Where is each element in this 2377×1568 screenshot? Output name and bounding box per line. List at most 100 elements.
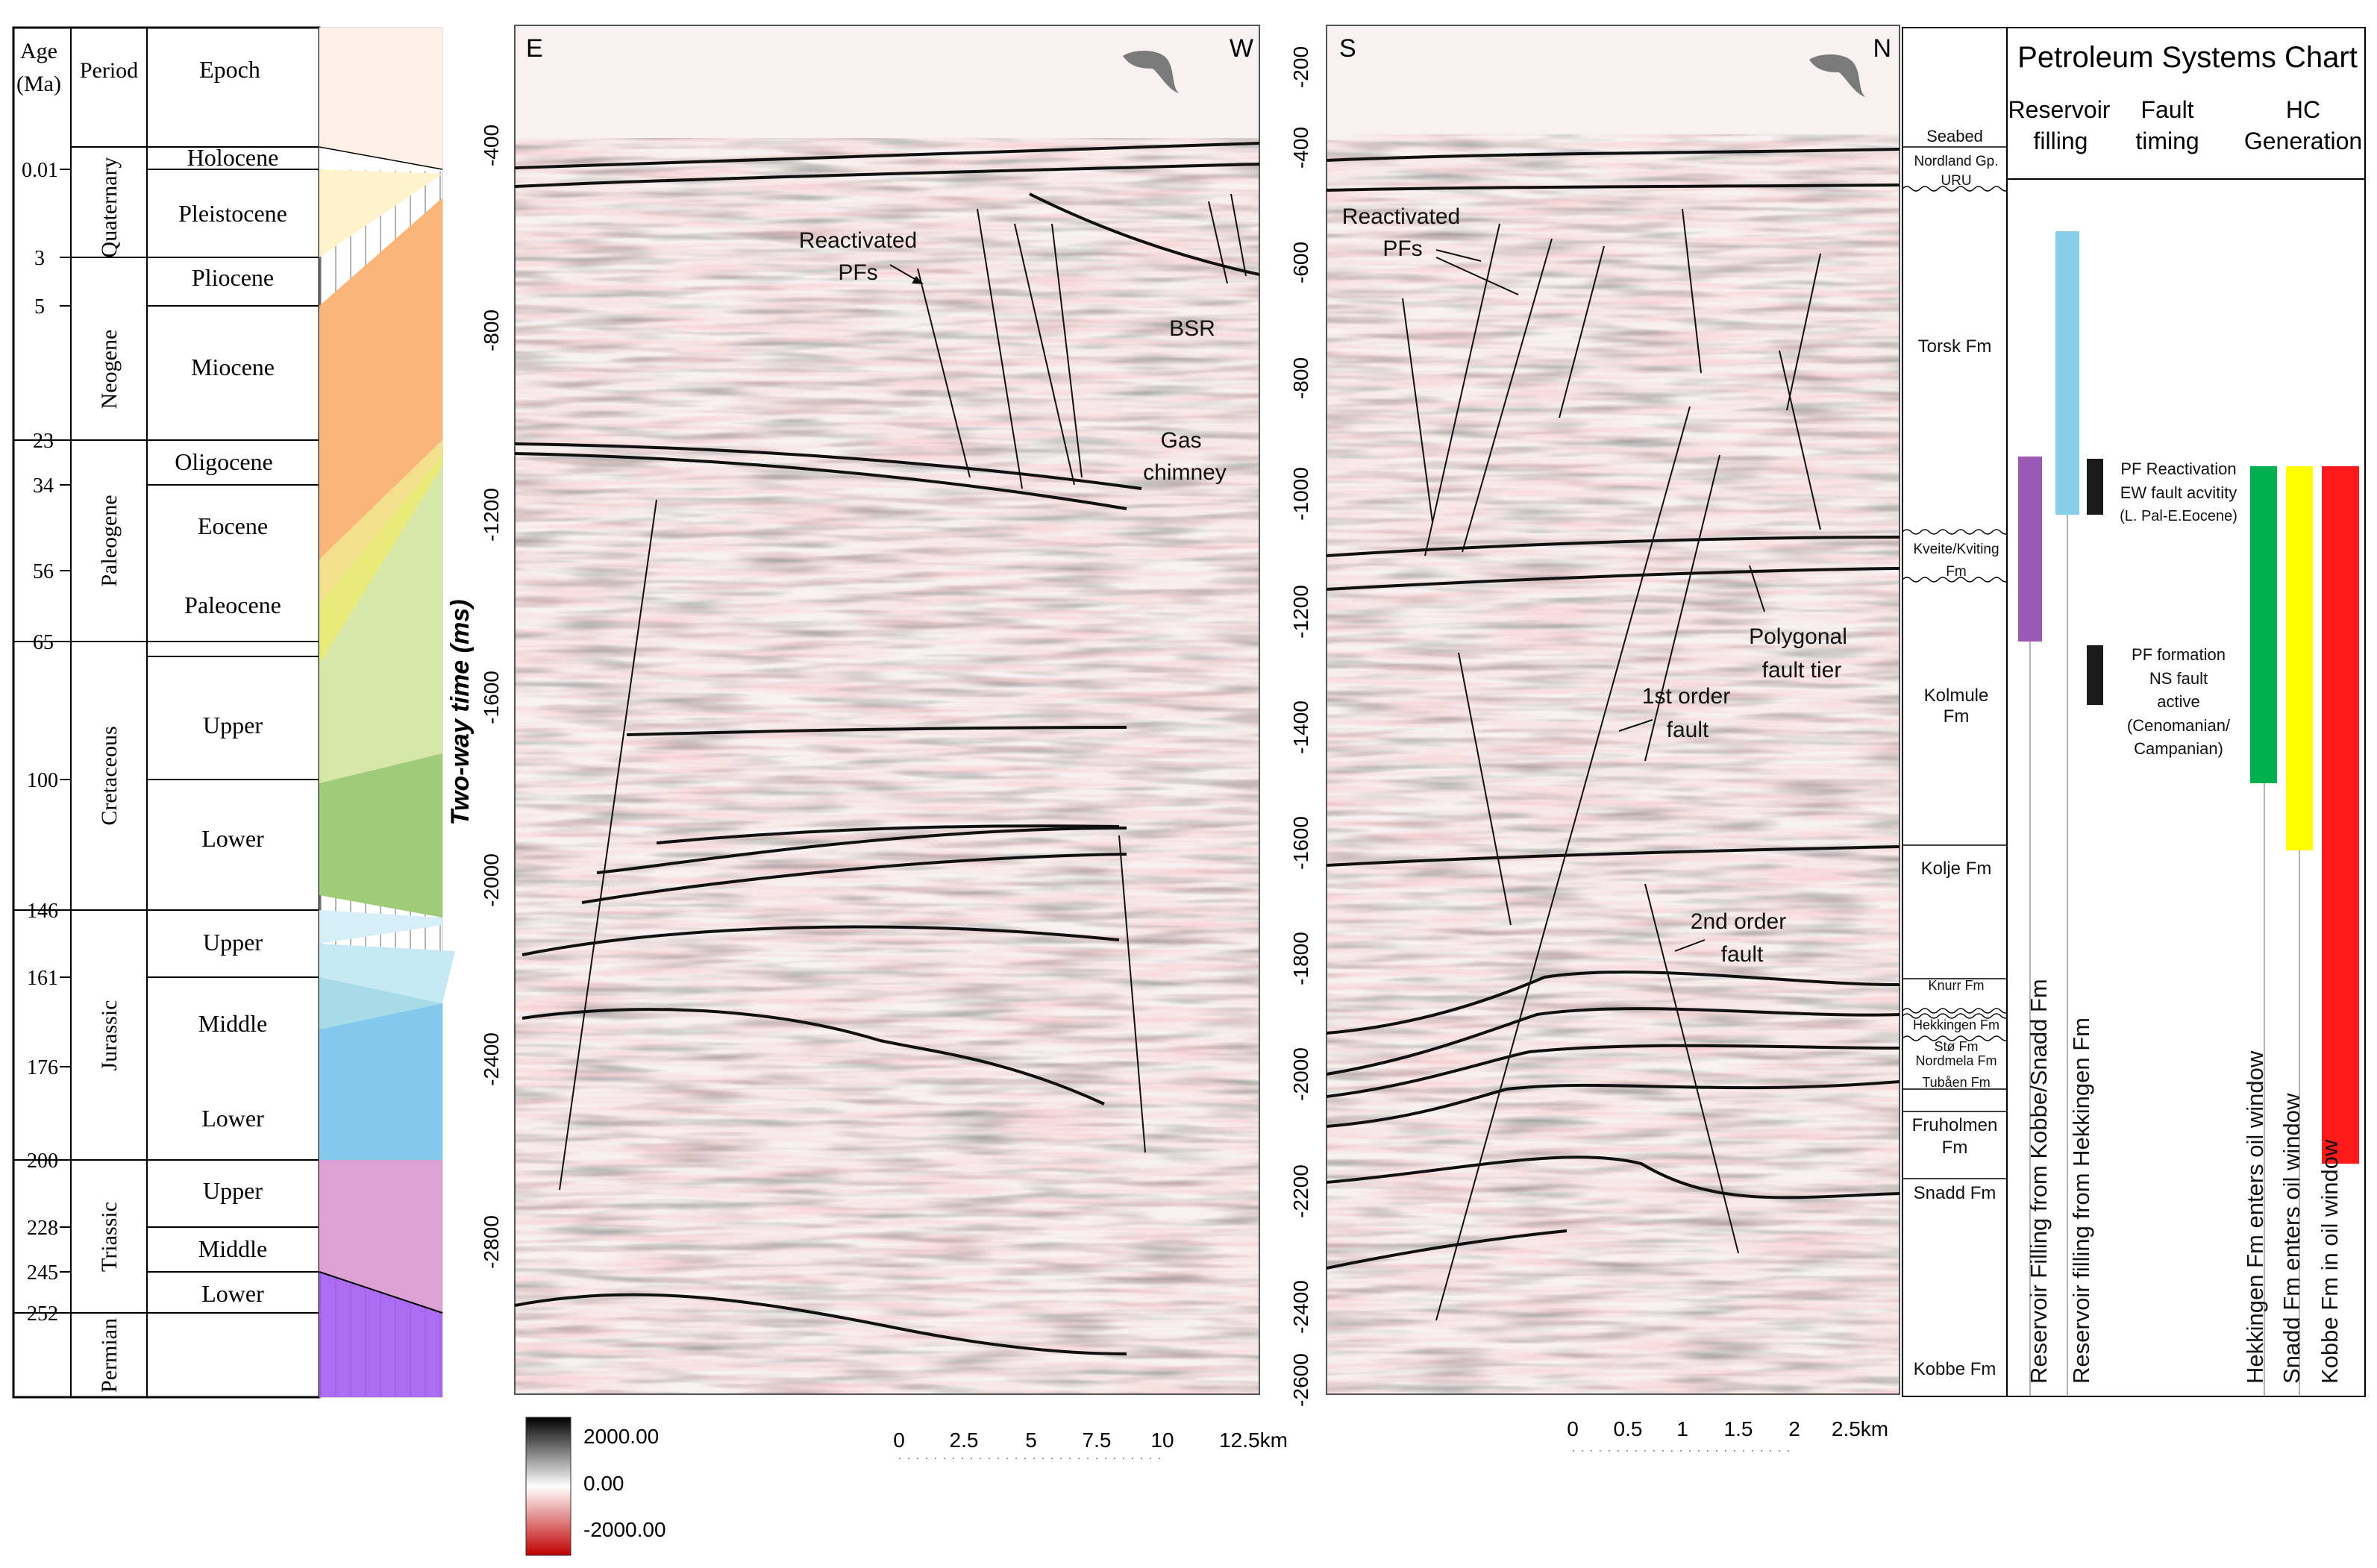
y-tick-ew: -400 — [480, 125, 503, 166]
formation-label: Fm — [1946, 564, 1966, 580]
period-label: Jurassic — [97, 1000, 122, 1071]
scale-tick: 0 — [893, 1429, 905, 1452]
annotation-reactivated: Reactivated — [1342, 204, 1460, 229]
annotation-2nd-order: 2nd order — [1691, 909, 1786, 934]
y-tick-ew: -2400 — [480, 1032, 503, 1086]
bar-pf-reactivation — [2087, 459, 2103, 515]
scale-tick: 5 — [1025, 1429, 1037, 1452]
colorbar-max: 2000.00 — [583, 1425, 659, 1448]
horizons-sn — [1326, 148, 1900, 1270]
formation-label: Tubåen Fm — [1922, 1075, 1990, 1090]
annotation-pfs: PFs — [838, 260, 877, 285]
age-label: 161 — [27, 967, 58, 990]
annotation-2nd-fault: fault — [1721, 942, 1764, 967]
scale-tick: 2.5 — [950, 1429, 979, 1452]
scale-bar-sn: 0 0.5 1 1.5 2 2.5km — [1567, 1417, 1888, 1452]
scale-tick: 7.5 — [1083, 1429, 1112, 1452]
colorbar-mid: 0.00 — [583, 1472, 624, 1495]
age-label: 228 — [27, 1217, 58, 1240]
formation-label: Kolje Fm — [1921, 859, 1992, 879]
y-tick-sn: -2000 — [1289, 1047, 1312, 1101]
y-tick-ew: -2800 — [480, 1215, 503, 1269]
epoch-label: Miocene — [191, 354, 275, 380]
y-tick-ew: -2000 — [480, 853, 503, 907]
col-header-generation: Generation — [2244, 128, 2362, 154]
section-label-e: E — [526, 34, 543, 63]
formation-label: Nordland Gp. — [1914, 154, 1998, 169]
section-label-n: N — [1873, 34, 1891, 63]
epoch-label: Paleocene — [184, 592, 281, 618]
pf-formation-text: PF formation — [2132, 645, 2226, 664]
epoch-label: Eocene — [198, 512, 268, 539]
scale-tick: 1.5 — [1724, 1417, 1753, 1440]
bar-label: Snadd Fm enters oil window — [2279, 1093, 2305, 1384]
age-label: 56 — [33, 560, 54, 583]
age-header: Age — [20, 39, 57, 63]
annotation-pfs: PFs — [1382, 236, 1422, 261]
dolphin-logo-icon — [1809, 54, 1865, 97]
y-tick-sn: -600 — [1289, 242, 1312, 283]
bar-kobbe-oil-window — [2322, 466, 2359, 1164]
age-label: 146 — [27, 900, 58, 923]
dolphin-logo-icon — [1123, 51, 1179, 93]
formation-column: Seabed Nordland Gp. URU Torsk Fm Kveite/… — [1902, 27, 2011, 1397]
annotation-1st-fault: fault — [1667, 718, 1709, 742]
scale-tick: 1 — [1676, 1417, 1688, 1440]
strat-frame — [12, 26, 321, 1399]
bar-hekkingen-filling — [2055, 231, 2079, 515]
epoch-label: Pleistocene — [178, 200, 287, 227]
scale-tick: 2.5km — [1832, 1417, 1888, 1440]
y-axis-title: Two-way time (ms) — [446, 600, 475, 826]
y-tick-sn: -1600 — [1289, 816, 1312, 870]
pf-reactivation-text: (L. Pal-E.Eocene) — [2120, 508, 2237, 524]
annotation-1st-order: 1st order — [1642, 684, 1730, 709]
col-header-fault: Fault — [2140, 96, 2193, 123]
age-label: 3 — [34, 247, 45, 270]
formation-label: Nordmela Fm — [1915, 1053, 1997, 1068]
y-tick-sn: -2200 — [1289, 1164, 1312, 1218]
annotation-polygonal: Polygonal — [1749, 624, 1847, 649]
col-header-filling: filling — [2034, 128, 2088, 154]
y-tick-sn: -200 — [1289, 46, 1312, 88]
age-label: 34 — [33, 474, 54, 498]
pf-formation-text: (Cenomanian/ — [2127, 716, 2231, 735]
faults-sn — [1402, 208, 1821, 1321]
colorbar-min: -2000.00 — [583, 1518, 666, 1541]
epoch-label: Pliocene — [192, 264, 274, 291]
age-label: 0.01 — [22, 159, 58, 182]
annotation-bsr: BSR — [1169, 316, 1215, 341]
age-label: 252 — [27, 1302, 58, 1326]
pf-formation-text: Campanian) — [2134, 739, 2223, 758]
y-tick-sn: -1400 — [1289, 700, 1312, 754]
formation-label: Knurr Fm — [1928, 978, 1984, 993]
epoch-label: Middle — [198, 1235, 267, 1262]
pf-reactivation-text: PF Reactivation — [2120, 460, 2236, 478]
epoch-label: Lower — [201, 1105, 264, 1132]
epoch-label: Middle — [198, 1010, 267, 1037]
epoch-label: Lower — [201, 1280, 264, 1307]
period-label: Cretaceous — [97, 726, 122, 825]
age-label: 245 — [27, 1261, 58, 1285]
bar-label: Reservoir filling from Hekkingen Fm — [2068, 1017, 2094, 1384]
formation-label: Torsk Fm — [1918, 336, 1992, 357]
faults-ew — [559, 193, 1247, 1191]
epoch-label: Oligocene — [175, 448, 273, 475]
formation-label: Kolmule — [1924, 686, 1989, 706]
formation-label: Fm — [1944, 706, 1970, 727]
epoch-label: Upper — [203, 929, 263, 956]
petroleum-systems-chart: Petroleum Systems Chart Reservoir fillin… — [2006, 27, 2366, 1397]
bar-hekkingen-oil-window — [2250, 466, 2277, 783]
age-label: 65 — [33, 631, 54, 654]
formation-label: Stø Fm — [1935, 1039, 1979, 1054]
annotation-fault-tier: fault tier — [1762, 658, 1842, 683]
y-tick-sn: -1000 — [1289, 467, 1312, 521]
y-tick-ew: -1200 — [480, 488, 503, 542]
bar-pf-formation — [2087, 645, 2103, 705]
formation-label: Snadd Fm — [1914, 1183, 1997, 1203]
age-label: 5 — [34, 295, 45, 319]
y-tick-sn: -2400 — [1289, 1280, 1312, 1334]
annotation-chimney: chimney — [1143, 460, 1227, 485]
y-tick-ew: -800 — [480, 310, 503, 351]
y-tick-sn: -800 — [1289, 357, 1312, 399]
